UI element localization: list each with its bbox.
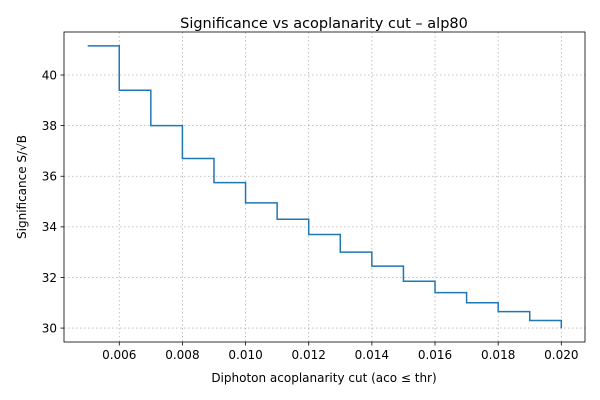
- x-tick-label: 0.016: [418, 348, 452, 362]
- x-tick-label: 0.010: [228, 348, 262, 362]
- y-tick-label: 34: [42, 220, 57, 234]
- x-axis-label: Diphoton acoplanarity cut (aco ≤ thr): [211, 371, 436, 385]
- y-tick-label: 40: [42, 68, 57, 82]
- y-tick-label: 30: [42, 321, 57, 335]
- series-line: [87, 45, 563, 329]
- x-tick-label: 0.012: [292, 348, 326, 362]
- tick-layer: 0.006 0.008 0.010 0.012 0.014 0.016 0.018 0.020…: [42, 68, 579, 362]
- chart-title: Significance vs acoplanarity cut – alp80: [180, 16, 468, 32]
- x-tick-label: 0.018: [481, 348, 515, 362]
- y-tick-label: 36: [42, 170, 57, 184]
- y-tick-label: 38: [42, 119, 57, 133]
- plot-frame: [63, 31, 586, 343]
- series-layer: [87, 45, 563, 329]
- grid-layer: [64, 32, 585, 342]
- x-tick-label: 0.014: [355, 348, 389, 362]
- y-tick-label: 32: [42, 271, 57, 285]
- y-axis-label: Significance S/√B: [15, 135, 29, 239]
- x-tick-label: 0.008: [165, 348, 199, 362]
- x-tick-label: 0.020: [544, 348, 578, 362]
- x-tick-label: 0.006: [102, 348, 136, 362]
